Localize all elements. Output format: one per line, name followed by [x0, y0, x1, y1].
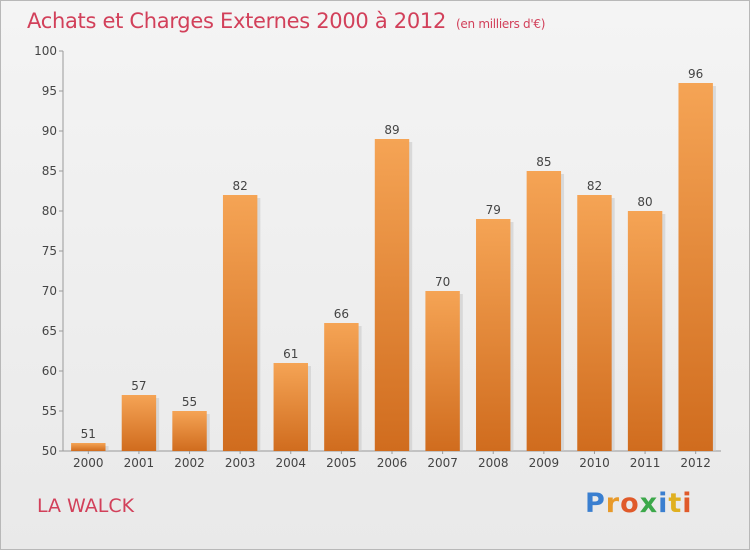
data-label: 82	[233, 179, 248, 193]
x-tick-label: 2009	[529, 456, 560, 470]
proxiti-logo[interactable]: Proxiti	[585, 488, 693, 519]
x-tick-label: 2002	[174, 456, 205, 470]
data-labels: 51 57 55 82 61 66 89 70 79 85 82 80 96	[81, 67, 704, 441]
bar	[273, 363, 308, 451]
bar	[627, 211, 663, 451]
x-tick-label: 2001	[124, 456, 155, 470]
x-axis: 2000 2001 2002 2003 2004 2005 2006 2007 2008 2009…	[63, 450, 721, 470]
bar	[678, 83, 713, 451]
y-tick-label: 50	[42, 444, 57, 458]
bar	[121, 395, 157, 451]
logo-letter: i	[682, 488, 693, 519]
logo-letter: o	[620, 488, 640, 519]
x-tick-label: 2003	[225, 456, 256, 470]
y-tick-label: 55	[42, 404, 57, 418]
x-tick-label: 2012	[680, 456, 711, 470]
y-axis: 50 55 60 65 70 75 80 85 90 95 100	[34, 44, 64, 458]
x-tick-label: 2004	[275, 456, 306, 470]
y-tick-label: 75	[42, 244, 57, 258]
bar	[71, 443, 106, 451]
x-tick-label: 2008	[478, 456, 509, 470]
y-tick-label: 60	[42, 364, 57, 378]
bar	[222, 195, 258, 451]
logo-letter: x	[639, 488, 659, 519]
bar	[425, 291, 460, 451]
data-label: 55	[182, 395, 197, 409]
y-tick-label: 95	[42, 84, 57, 98]
data-label: 89	[384, 123, 399, 137]
data-label: 61	[283, 347, 298, 361]
bars	[71, 83, 716, 451]
x-tick-label: 2000	[73, 456, 104, 470]
location-label: LA WALCK	[37, 495, 135, 517]
y-tick-label: 70	[42, 284, 57, 298]
x-tick-label: 2010	[579, 456, 610, 470]
y-tick-label: 85	[42, 164, 57, 178]
chart-unit: (en milliers d'€)	[456, 17, 546, 31]
data-label: 85	[536, 155, 551, 169]
bar	[374, 139, 410, 451]
data-label: 70	[435, 275, 450, 289]
bar	[476, 219, 511, 451]
data-label: 57	[131, 379, 146, 393]
bar	[526, 171, 562, 451]
x-tick-label: 2007	[427, 456, 458, 470]
chart-title-text: Achats et Charges Externes 2000 à 2012	[27, 9, 447, 33]
logo-letter: i	[658, 488, 669, 519]
x-tick-label: 2011	[630, 456, 661, 470]
logo-letter: t	[668, 488, 683, 519]
chart-title: Achats et Charges Externes 2000 à 2012 (e…	[27, 9, 545, 33]
data-label: 96	[688, 67, 703, 81]
y-tick-label: 80	[42, 204, 57, 218]
logo-letter: r	[605, 488, 621, 519]
bar	[172, 411, 207, 451]
y-tick-label: 90	[42, 124, 57, 138]
data-label: 51	[81, 427, 96, 441]
bar	[324, 323, 359, 451]
logo-letter: P	[585, 488, 606, 519]
x-tick-label: 2006	[377, 456, 408, 470]
bar	[577, 195, 612, 451]
data-label: 82	[587, 179, 602, 193]
data-label: 66	[334, 307, 349, 321]
x-tick-label: 2005	[326, 456, 357, 470]
y-tick-label: 65	[42, 324, 57, 338]
data-label: 79	[486, 203, 501, 217]
y-tick-label: 100	[34, 44, 57, 58]
data-label: 80	[637, 195, 652, 209]
